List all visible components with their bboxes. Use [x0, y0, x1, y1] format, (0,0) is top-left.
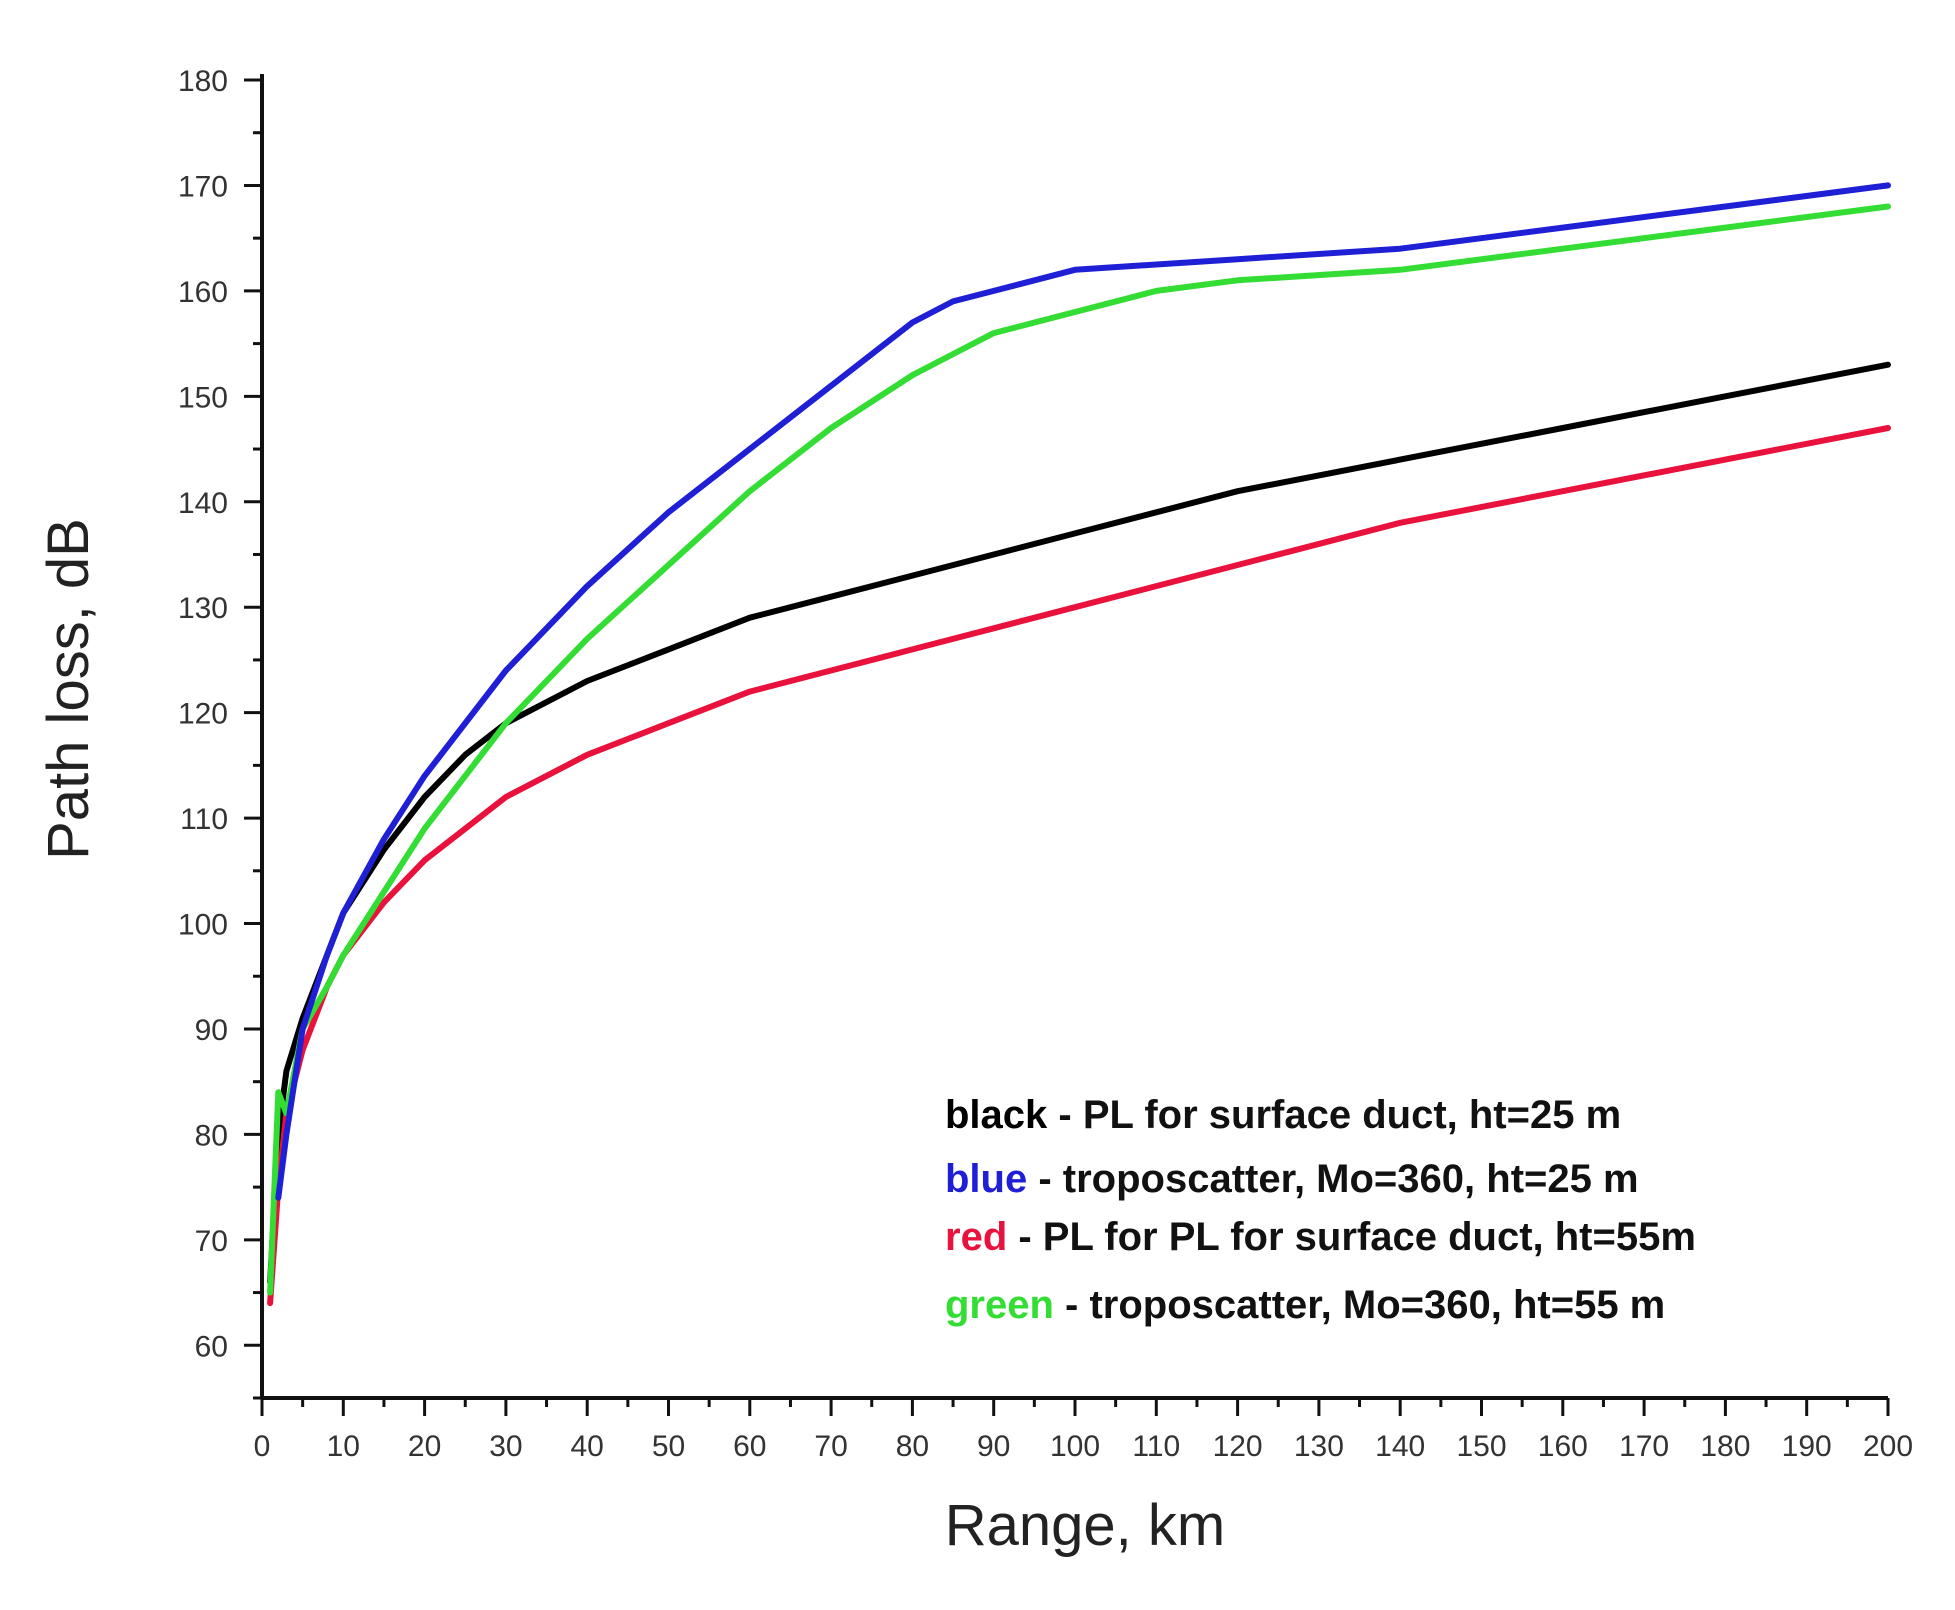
x-tick-label: 100	[1050, 1430, 1100, 1463]
x-tick-label: 110	[1132, 1430, 1180, 1463]
series-line-red	[267, 425, 1891, 1307]
y-tick-label: 100	[178, 909, 228, 942]
series-line-blue	[275, 182, 1891, 1201]
legend-description: - troposcatter, Mo=360, ht=55 m	[1054, 1283, 1665, 1327]
x-tick-label: 50	[652, 1430, 685, 1463]
y-ticks: 60 70 80 90 100 110 120 130 140 150 160 170 180	[178, 65, 262, 1400]
y-tick-label: 90	[195, 1014, 228, 1047]
axes-layer: 60 70 80 90 100 110 120 130 140 150 160 170 180 0 10 2…	[178, 65, 1913, 1463]
x-tick-label: 80	[896, 1430, 929, 1463]
x-tick-label: 10	[327, 1430, 360, 1463]
x-ticks: 0 10 20 30 40 50 60 70 80 90 100 110 120 130 140 150 160…	[254, 1398, 1913, 1463]
x-tick-label: 20	[408, 1430, 441, 1463]
y-tick-label: 110	[180, 803, 228, 836]
x-tick-label: 30	[489, 1430, 522, 1463]
y-tick-label: 160	[178, 276, 228, 309]
legend-entry-black: black - PL for surface duct, ht=25 m	[945, 1093, 1621, 1137]
legend-description: - troposcatter, Mo=360, ht=25 m	[1027, 1157, 1638, 1201]
x-tick-label: 120	[1213, 1430, 1263, 1463]
x-tick-label: 90	[977, 1430, 1010, 1463]
x-tick-label: 130	[1294, 1430, 1344, 1463]
x-tick-label: 150	[1456, 1430, 1506, 1463]
x-tick-label: 160	[1538, 1430, 1588, 1463]
series-layer	[267, 182, 1891, 1307]
legend-description: - PL for PL for surface duct, ht=55m	[1007, 1215, 1696, 1259]
x-tick-label: 190	[1782, 1430, 1832, 1463]
legend-description: - PL for surface duct, ht=25 m	[1047, 1093, 1621, 1137]
y-tick-label: 140	[178, 487, 228, 520]
legend-entry-blue: blue - troposcatter, Mo=360, ht=25 m	[945, 1157, 1639, 1201]
x-tick-label: 170	[1619, 1430, 1669, 1463]
x-tick-label: 0	[254, 1430, 271, 1463]
legend: black - PL for surface duct, ht=25 m blue…	[945, 1093, 1696, 1327]
x-tick-label: 180	[1700, 1430, 1750, 1463]
y-axis-title: Path loss, dB	[36, 518, 101, 860]
legend-entry-green: green - troposcatter, Mo=360, ht=55 m	[945, 1283, 1665, 1327]
x-axis-title: Range, km	[945, 1493, 1225, 1558]
x-tick-label: 40	[571, 1430, 604, 1463]
x-tick-label: 140	[1375, 1430, 1425, 1463]
legend-color-word: blue	[945, 1157, 1027, 1201]
y-tick-label: 80	[195, 1119, 228, 1152]
x-tick-label: 60	[733, 1430, 766, 1463]
series-line-green	[267, 203, 1891, 1296]
legend-color-word: red	[945, 1215, 1007, 1259]
y-tick-label: 70	[195, 1225, 228, 1258]
y-tick-label: 180	[178, 65, 228, 98]
x-tick-label: 200	[1863, 1430, 1913, 1463]
x-tick-label: 70	[814, 1430, 847, 1463]
y-tick-label: 60	[195, 1330, 228, 1363]
y-tick-label: 130	[178, 592, 228, 625]
legend-color-word: green	[945, 1283, 1054, 1327]
legend-color-word: black	[945, 1093, 1048, 1137]
y-tick-label: 150	[178, 381, 228, 414]
legend-entry-red: red - PL for PL for surface duct, ht=55m	[945, 1215, 1696, 1259]
y-tick-label: 170	[178, 170, 228, 203]
y-tick-label: 120	[178, 698, 228, 731]
